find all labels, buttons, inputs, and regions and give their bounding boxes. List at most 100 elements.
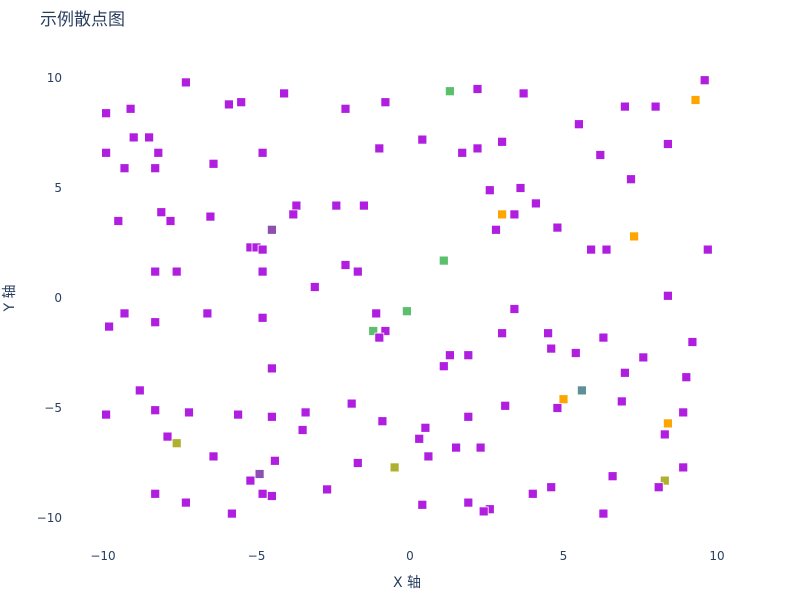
scatter-point xyxy=(300,407,311,418)
scatter-point xyxy=(438,361,449,372)
scatter-point xyxy=(113,216,124,226)
scatter-point xyxy=(165,216,176,226)
scatter-point xyxy=(340,260,351,270)
scatter-point xyxy=(527,488,538,499)
scatter-point xyxy=(417,134,428,145)
scatter-point xyxy=(156,207,167,218)
scatter-point xyxy=(128,132,139,143)
scatter-point xyxy=(322,484,333,495)
scatter-point xyxy=(463,411,474,422)
scatter-point xyxy=(472,84,483,94)
x-tick-label: 5 xyxy=(560,549,568,563)
scatter-point xyxy=(205,211,216,222)
scatter-point xyxy=(558,394,569,405)
scatter-point xyxy=(150,163,161,174)
scatter-point xyxy=(653,482,664,493)
scatter-point xyxy=(291,200,302,211)
scatter-point xyxy=(119,163,130,174)
scatter-point xyxy=(150,266,161,277)
scatter-point xyxy=(531,198,541,209)
scatter-point xyxy=(629,231,639,242)
scatter-point xyxy=(463,350,474,361)
scatter-point xyxy=(574,119,584,130)
scatter-point xyxy=(546,482,557,493)
scatter-point xyxy=(171,266,182,277)
scatter-point xyxy=(125,103,136,114)
y-tick-label: 10 xyxy=(47,71,62,85)
scatter-point xyxy=(659,475,670,486)
scatter-point xyxy=(254,469,265,479)
scatter-point xyxy=(663,139,673,149)
scatter-point xyxy=(663,290,673,301)
scatter-point xyxy=(423,451,434,462)
scatter-point xyxy=(288,209,299,220)
scatter-point xyxy=(552,403,563,413)
scatter-point xyxy=(414,433,425,444)
scatter-point xyxy=(257,312,268,323)
scatter-point xyxy=(184,407,194,418)
scatter-point xyxy=(552,222,563,233)
x-axis-title: X 轴 xyxy=(393,575,421,591)
scatter-point xyxy=(377,416,388,427)
scatter-point xyxy=(266,363,277,374)
scatter-point xyxy=(374,332,385,343)
scatter-point xyxy=(438,255,449,266)
scatter-point xyxy=(101,147,111,158)
scatter-point xyxy=(352,266,363,277)
scatter-point xyxy=(153,147,164,158)
scatter-point xyxy=(233,409,244,420)
scatter-point xyxy=(180,497,191,508)
scatter-point xyxy=(309,282,320,292)
scatter-point xyxy=(371,308,382,319)
scatter-point xyxy=(515,183,526,193)
scatter-point xyxy=(699,75,710,86)
scatter-point xyxy=(546,343,557,354)
x-tick-label: 0 xyxy=(406,549,414,563)
scatter-point xyxy=(663,418,673,429)
scatter-point xyxy=(509,304,520,314)
scatter-point xyxy=(690,95,701,105)
scatter-point xyxy=(509,209,520,220)
scatter-point xyxy=(134,385,145,396)
scatter-point xyxy=(616,396,627,407)
x-tick-label: −10 xyxy=(90,549,115,563)
scatter-point xyxy=(678,407,689,418)
scatter-point xyxy=(598,332,609,343)
x-tick-label: 10 xyxy=(709,549,724,563)
y-axis-title: Y 轴 xyxy=(2,284,18,312)
scatter-point xyxy=(150,317,161,328)
scatter-point xyxy=(626,174,636,185)
scatter-point xyxy=(104,321,114,332)
scatter-point xyxy=(101,108,111,119)
scatter-point xyxy=(638,352,649,363)
scatter-point xyxy=(297,425,308,435)
scatter-point xyxy=(607,471,618,482)
scatter-point xyxy=(389,462,400,473)
scatter-point xyxy=(650,101,661,112)
scatter-point xyxy=(257,488,268,499)
scatter-point xyxy=(245,475,256,486)
scatter-point xyxy=(331,200,342,211)
scatter-point xyxy=(659,429,670,440)
scatter-point xyxy=(500,400,511,411)
scatter-point xyxy=(257,244,268,255)
scatter-point xyxy=(463,497,474,508)
scatter-point xyxy=(162,431,173,442)
scatter-point xyxy=(380,326,391,336)
scatter-point xyxy=(687,337,698,347)
scatter-point xyxy=(269,455,280,466)
scatter-point xyxy=(380,97,391,108)
scatter-point xyxy=(266,411,277,422)
scatter-point xyxy=(266,491,277,501)
scatter-point xyxy=(497,136,508,147)
scatter-point xyxy=(180,77,191,88)
scatter-point xyxy=(518,88,529,99)
scatter-point xyxy=(420,422,431,433)
scatter-point xyxy=(620,367,630,378)
scatter-point xyxy=(491,224,501,235)
x-tick-label: −5 xyxy=(248,549,266,563)
scatter-point xyxy=(352,458,363,468)
y-tick-label: −5 xyxy=(44,401,62,415)
